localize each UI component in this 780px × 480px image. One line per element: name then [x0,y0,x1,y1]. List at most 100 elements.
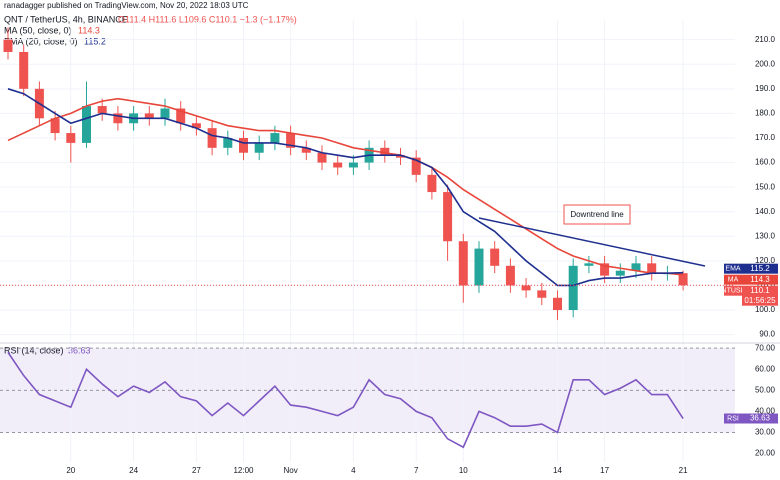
candle-body [600,263,610,276]
ohlc: O111.4 H111.6 L109.6 C110.1 −1.3 (−1.17%… [118,14,297,24]
axis-tag-value: 36.63 [750,414,771,423]
candle-body [19,51,29,89]
axis-tag-value: 110.1 [750,286,770,295]
y-tick-label: 160.0 [755,158,776,167]
candle-body [521,285,531,291]
candle-body [615,270,625,276]
y-tick-label: 140.0 [755,207,776,216]
y-tick-label: 150.0 [755,182,776,191]
annotation-box [563,204,631,225]
y-tick-label: 20.00 [755,449,776,458]
candle-body [97,106,107,114]
candle-body [584,263,594,266]
candle-body [396,155,405,158]
candle-body [207,128,217,148]
downtrend-line [478,217,706,267]
candle-body [301,147,311,153]
ema-legend: EMA (20, close, 0) [4,36,78,46]
y-tick-label: 190.0 [755,84,776,93]
candle-body [490,248,500,266]
axis-tag-box [742,285,778,306]
candle-body [113,113,123,124]
y-tick-label: 120.0 [755,256,776,265]
x-tick-label: 12:00 [233,466,254,475]
candle-body [647,263,657,274]
y-tick-label: 170.0 [755,133,776,142]
y-tick-label: 70.00 [755,343,776,352]
candle-body [537,290,547,298]
axis-tag-label-box [724,413,742,424]
candle-body [50,118,60,134]
x-tick-label: 21 [679,466,688,475]
candle-body [270,133,280,143]
axis-tag-box [742,263,778,274]
y-tick-label: 100.0 [755,305,776,314]
x-tick-label: 20 [66,466,75,475]
x-tick-label: 17 [600,466,609,475]
axis-tag-box [742,274,778,285]
ma-legend-value: 114.3 [78,25,100,35]
axis-tag-label-box [724,285,742,296]
candle-body [223,137,233,148]
annotation: Downtrend line [570,210,624,219]
rsi-legend-value: 36.63 [68,345,91,355]
candle-body [66,133,76,143]
x-tick-label: 24 [129,466,138,475]
candle-body [568,265,578,311]
y-tick-label: 30.00 [755,428,776,437]
y-tick-label: 130.0 [755,231,776,240]
candle-body [144,113,154,119]
x-tick-label: 7 [414,466,419,475]
candle-body [191,123,201,129]
candle-body [458,241,468,286]
axis-tag-label-box [724,274,742,285]
candle-body [505,265,515,286]
axis-tag-box [742,413,778,424]
candle-body [333,162,343,168]
axis-tag-value: 114.3 [750,275,770,284]
candle-body [631,263,641,271]
candle-body [317,152,327,163]
x-tick-label: 10 [459,466,468,475]
candle-body [553,297,562,311]
candle-body [82,106,91,143]
axis-tag-label: QNTUSDT [716,288,751,295]
x-tick-label: 27 [192,466,201,475]
candle-body [286,133,296,148]
symbol: QNT / TetherUS, 4h, BINANCE [4,14,128,24]
candle-body [427,174,437,193]
publisher: ranadagger published on TradingView.com,… [4,1,249,10]
ma-legend: MA (50, close, 0) [4,25,72,35]
ema-legend-value: 115.2 [84,36,106,46]
axis-tag-label: RSI [727,415,739,422]
moving-average-line [7,97,684,276]
candle-body [3,39,13,52]
x-tick-label: 4 [351,466,356,475]
y-tick-label: 210.0 [755,35,776,44]
y-tick-label: 180.0 [755,109,776,118]
rsi-title: RSI (14, close) [4,345,64,355]
y-tick-label: 90.0 [759,330,775,339]
candle-body [176,108,186,124]
x-tick-label: Nov [283,466,297,475]
candle-body [160,108,170,119]
y-tick-label: 40.00 [755,407,776,416]
axis-tag-label: MA [728,277,739,284]
y-tick-label: 50.00 [755,385,776,394]
candle-body [474,248,484,286]
y-tick-label: 60.00 [755,364,776,373]
candle-body [254,142,264,153]
candle-body [678,273,688,286]
axis-tag-label-box [724,263,742,274]
y-tick-label: 110.0 [756,281,776,290]
candle-body [348,162,358,168]
x-tick-label: 14 [553,466,562,475]
axis-tag-label: EMA [725,266,741,273]
axis-tag-value: 115.2 [750,264,770,273]
candle-body [239,137,248,153]
candle-body [380,147,390,156]
candle-body [411,157,421,175]
rsi-line [7,351,684,449]
